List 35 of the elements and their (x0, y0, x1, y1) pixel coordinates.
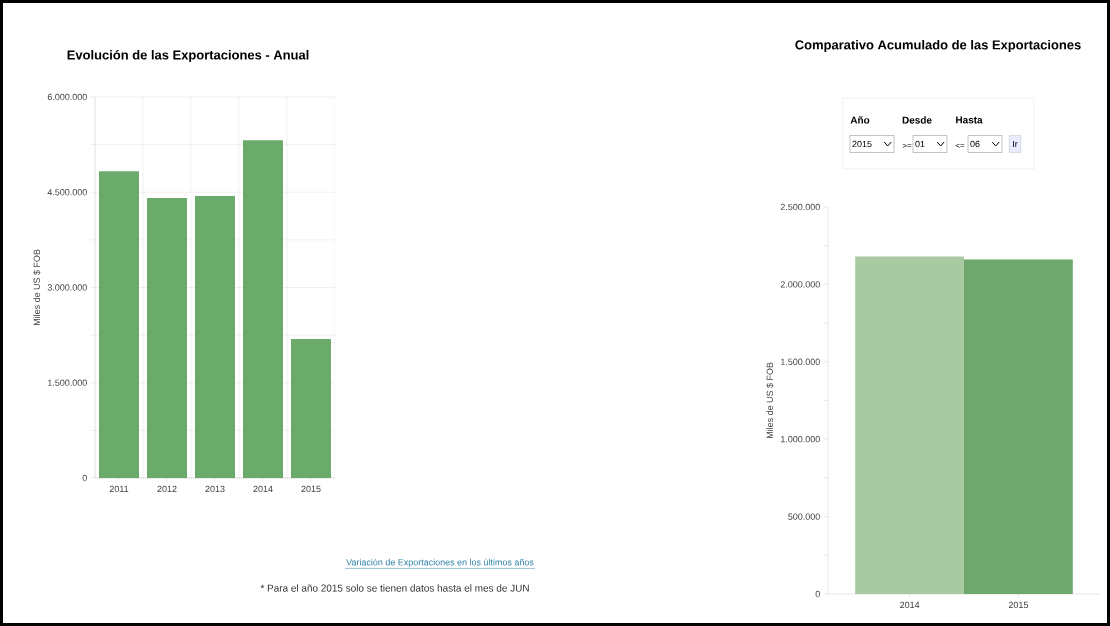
text: Hasta (956, 116, 983, 124)
text: 01 (915, 140, 925, 148)
bar (243, 140, 284, 478)
y-tick-label: 1.500.000 (48, 379, 87, 386)
y-tick-label: 6.000.000 (47, 93, 87, 101)
x-tick-label: 2014 (900, 601, 920, 609)
y-tick-label: 4.500.000 (47, 189, 87, 196)
bar (147, 197, 188, 478)
text: Desde (902, 116, 932, 124)
y-tick-label: 2.000.000 (780, 281, 820, 288)
y-tick-label: 1.500.000 (781, 358, 820, 365)
x-tick-label: 2012 (157, 485, 177, 493)
text: Ir (1013, 140, 1018, 148)
text: Variación de Exportaciones en los últimos años (346, 558, 534, 568)
x-tick-label: 2011 (109, 485, 129, 493)
y-tick-label: 2.500.000 (780, 203, 820, 211)
bar (291, 338, 332, 478)
bar (195, 196, 236, 478)
y-axis-title: Miles de US $ FOB (33, 249, 41, 326)
chart-title: Evolución de las Exportaciones - Anual (67, 49, 309, 63)
text: Año (850, 116, 870, 124)
y-tick-label: 0 (815, 590, 820, 598)
chart-title: Comparativo Acumulado de las Exportaciones (795, 39, 1081, 53)
x-tick-label: 2015 (301, 485, 321, 493)
text: 06 (970, 140, 980, 148)
bar (99, 171, 140, 478)
x-tick-label: 2014 (253, 485, 273, 493)
y-tick-label: 500.000 (788, 513, 820, 520)
x-tick-label: 2013 (205, 485, 225, 493)
y-axis-title: Miles de US $ FOB (766, 362, 774, 439)
text: 2015 (852, 140, 872, 148)
text: * Para el año 2015 solo se tienen datos hasta el mes de JUN (260, 584, 529, 592)
y-tick-label: 0 (82, 474, 87, 482)
y-tick-label: 3.000.000 (47, 284, 87, 291)
y-tick-label: 1.000.000 (781, 436, 820, 443)
